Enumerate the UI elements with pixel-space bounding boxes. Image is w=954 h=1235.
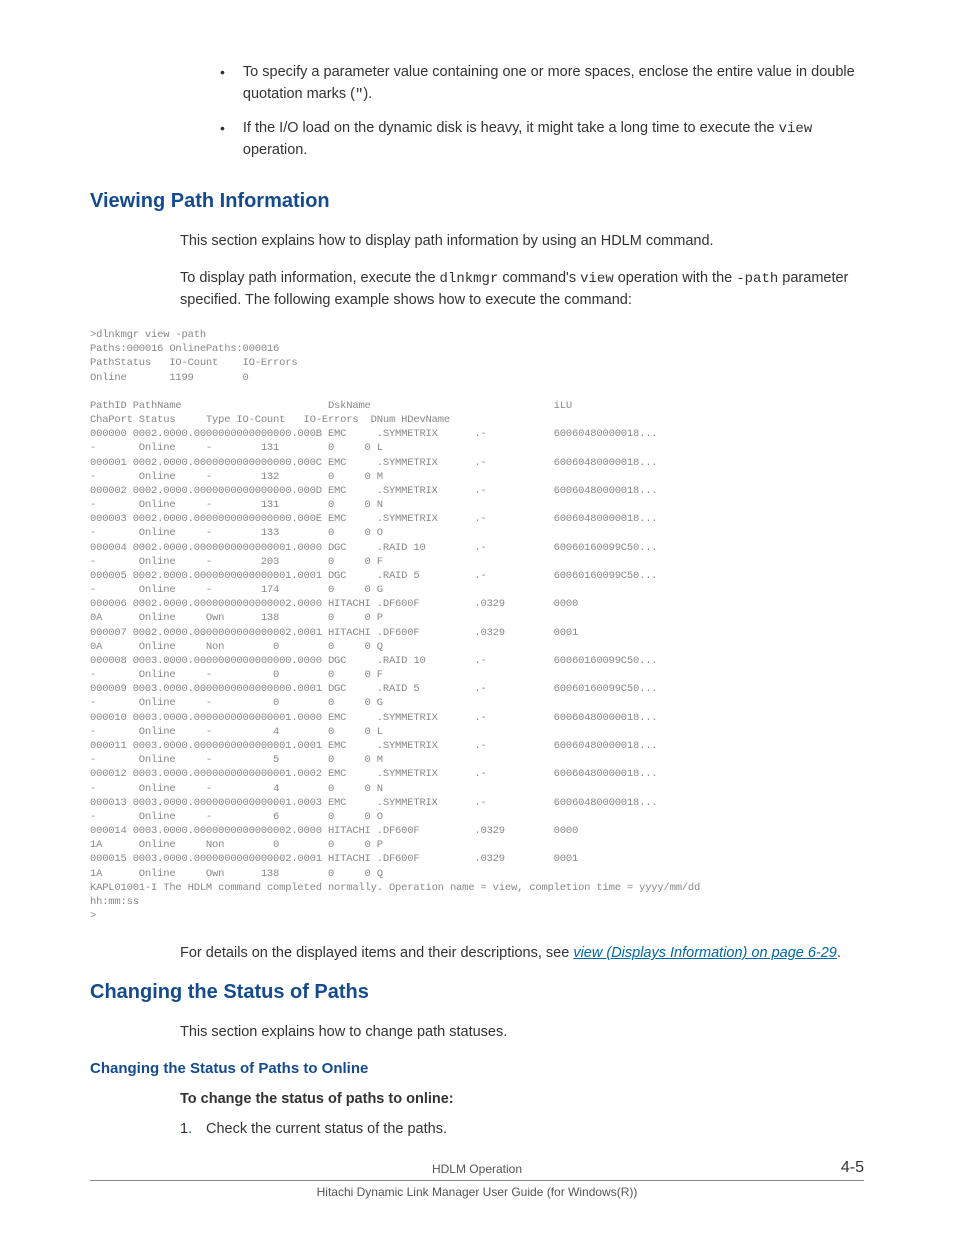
section-heading-viewing-path-info: Viewing Path Information xyxy=(90,190,864,213)
list-text: Check the current status of the paths. xyxy=(206,1119,447,1141)
text-run: To specify a parameter value containing … xyxy=(243,64,855,102)
section-heading-changing-status: Changing the Status of Paths xyxy=(90,981,864,1004)
numbered-list: 1. Check the current status of the paths… xyxy=(180,1119,864,1141)
mono-text: view xyxy=(779,121,813,137)
list-item: 1. Check the current status of the paths… xyxy=(180,1119,864,1141)
paragraph: This section explains how to change path… xyxy=(180,1022,864,1044)
page-footer: HDLM Operation Hitachi Dynamic Link Mana… xyxy=(90,1162,864,1199)
bullet-text: If the I/O load on the dynamic disk is h… xyxy=(243,118,864,162)
cross-reference-link[interactable]: view (Displays Information) on page 6-29 xyxy=(573,945,837,961)
bullet-item: • If the I/O load on the dynamic disk is… xyxy=(220,118,864,162)
bullet-dot-icon: • xyxy=(220,62,225,106)
text-run: For details on the displayed items and t… xyxy=(180,945,573,961)
bullet-dot-icon: • xyxy=(220,118,225,162)
paragraph: To display path information, execute the… xyxy=(180,268,864,312)
mono-text: -path xyxy=(736,271,778,287)
bullet-item: • To specify a parameter value containin… xyxy=(220,62,864,106)
text-run: To display path information, execute the xyxy=(180,270,440,286)
paragraph: For details on the displayed items and t… xyxy=(180,943,864,965)
bullet-text: To specify a parameter value containing … xyxy=(243,62,864,106)
intro-bullet-list: • To specify a parameter value containin… xyxy=(220,62,864,162)
command-output-block: >dlnkmgr view -path Paths:000016 OnlineP… xyxy=(90,328,864,923)
mono-text: dlnkmgr xyxy=(440,271,499,287)
list-number: 1. xyxy=(180,1119,206,1141)
footer-title: HDLM Operation xyxy=(90,1162,864,1176)
subsection-heading-online: Changing the Status of Paths to Online xyxy=(90,1060,864,1077)
num-digit: 1 xyxy=(180,1121,188,1137)
text-run: If the I/O load on the dynamic disk is h… xyxy=(243,120,779,136)
text-run: . xyxy=(837,945,841,961)
footer-subtitle: Hitachi Dynamic Link Manager User Guide … xyxy=(90,1185,864,1199)
num-period: . xyxy=(188,1121,192,1137)
text-run: operation. xyxy=(243,142,308,158)
procedure-title: To change the status of paths to online: xyxy=(180,1091,864,1107)
text-run: ). xyxy=(363,86,372,102)
text-run: operation with the xyxy=(614,270,737,286)
text-run: command's xyxy=(498,270,580,286)
footer-divider xyxy=(90,1180,864,1181)
paragraph: This section explains how to display pat… xyxy=(180,231,864,253)
mono-text: view xyxy=(580,271,614,287)
